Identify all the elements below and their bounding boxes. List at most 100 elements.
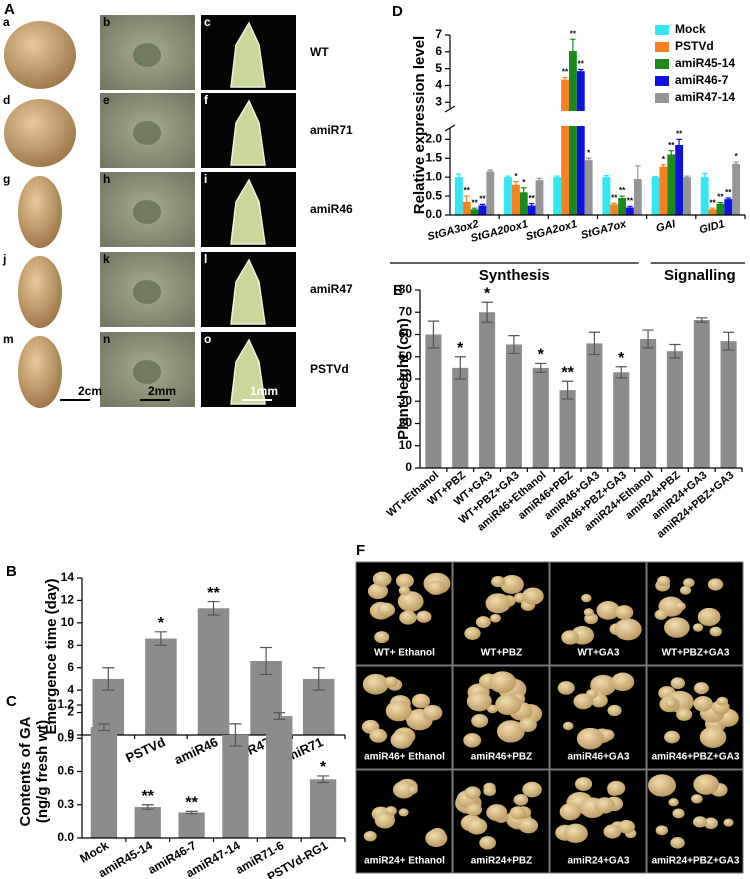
tuber bbox=[407, 786, 418, 795]
sprout bbox=[230, 258, 266, 325]
tuber bbox=[500, 574, 524, 594]
tuber bbox=[691, 794, 703, 804]
row-label: WT bbox=[310, 45, 329, 59]
bar bbox=[486, 171, 495, 215]
bar bbox=[134, 806, 161, 838]
photo-letter: m bbox=[3, 332, 14, 346]
tuber bbox=[672, 808, 685, 819]
bar bbox=[651, 177, 660, 215]
error-bar bbox=[154, 631, 167, 646]
bar bbox=[666, 351, 683, 468]
row-label: amiR71 bbox=[310, 123, 353, 137]
tuber bbox=[518, 817, 539, 834]
tuber bbox=[670, 677, 686, 689]
tuber bbox=[18, 336, 62, 408]
photo-label: amiR46+PBZ bbox=[471, 752, 532, 763]
error-bar bbox=[481, 301, 493, 323]
bar bbox=[576, 71, 585, 215]
error-bar bbox=[668, 150, 675, 159]
bar bbox=[584, 160, 593, 215]
error-bar bbox=[207, 600, 220, 616]
bar bbox=[716, 203, 725, 215]
tuber bbox=[559, 803, 581, 821]
tuber bbox=[426, 580, 445, 595]
tuber bbox=[647, 774, 676, 797]
tuber bbox=[466, 817, 488, 835]
photo-label: WT+ Ethanol bbox=[374, 648, 435, 659]
bar bbox=[610, 204, 619, 215]
significance: ** bbox=[562, 68, 569, 77]
bar bbox=[527, 205, 536, 215]
photo-label: amiR46+GA3 bbox=[568, 752, 630, 763]
legend-swatch bbox=[655, 76, 669, 86]
bar bbox=[618, 197, 627, 215]
significance: ** bbox=[561, 364, 574, 381]
y-tick-label: 12 bbox=[61, 593, 75, 607]
bar bbox=[693, 320, 710, 468]
scale-bar-label: 1mm bbox=[250, 384, 278, 398]
y-tick-label: 6 bbox=[435, 44, 442, 58]
tuber bbox=[683, 578, 695, 588]
y-tick-label: 0 bbox=[67, 727, 74, 741]
y-tick-label: 3 bbox=[435, 94, 442, 108]
row-label: amiR47 bbox=[310, 282, 353, 296]
tuber bbox=[583, 608, 594, 617]
tuber bbox=[703, 817, 719, 830]
tuber bbox=[491, 575, 506, 588]
tuber bbox=[716, 696, 729, 706]
scale-bar-label: 2mm bbox=[148, 384, 176, 398]
y-tick-label: 0.9 bbox=[57, 730, 74, 744]
tuber bbox=[390, 731, 413, 749]
y-tick-label: 0 bbox=[405, 460, 412, 474]
error-bar bbox=[619, 195, 625, 201]
tuber bbox=[607, 780, 626, 796]
y-tick-label: 50 bbox=[399, 349, 413, 363]
y-tick-label: 40 bbox=[399, 371, 413, 385]
tuber bbox=[603, 824, 622, 839]
x-tick-label: StGA2ox1 bbox=[525, 218, 579, 243]
tuber bbox=[699, 726, 727, 748]
legend-swatch bbox=[655, 93, 669, 103]
photo-letter: d bbox=[3, 93, 10, 107]
tuber bbox=[363, 830, 377, 842]
break-mark bbox=[444, 124, 456, 132]
y-axis-label: Contents of GA bbox=[17, 716, 34, 826]
bar bbox=[505, 344, 522, 468]
photo-label: amiR24+PBZ bbox=[471, 856, 532, 867]
tuber bbox=[466, 691, 492, 712]
significance: * bbox=[587, 148, 591, 157]
photo bbox=[452, 665, 550, 770]
significance: ** bbox=[611, 193, 618, 202]
error-bar bbox=[585, 157, 592, 163]
sprout bbox=[230, 338, 266, 405]
panel-label: B bbox=[6, 563, 17, 580]
bar bbox=[535, 180, 544, 215]
bar bbox=[462, 201, 471, 215]
error-bar bbox=[554, 175, 560, 179]
tuber bbox=[522, 781, 542, 798]
legend-label: amiR47-14 bbox=[675, 90, 735, 104]
error-bar bbox=[669, 343, 681, 359]
y-tick-label: 4 bbox=[435, 78, 442, 92]
legend-swatch bbox=[655, 25, 669, 35]
error-bar bbox=[97, 723, 110, 732]
legend-swatch bbox=[655, 59, 669, 69]
error-bar bbox=[561, 380, 574, 400]
error-bar bbox=[520, 187, 527, 198]
photo-letter: f bbox=[204, 93, 209, 107]
tuber bbox=[385, 806, 397, 816]
significance: ** bbox=[725, 188, 732, 197]
error-bar bbox=[635, 165, 641, 193]
y-tick-label: 1.2 bbox=[57, 697, 74, 711]
bud bbox=[133, 360, 161, 384]
tuber bbox=[398, 808, 409, 817]
tuber bbox=[513, 794, 529, 806]
significance: ** bbox=[471, 198, 478, 207]
bar bbox=[222, 734, 249, 838]
legend-label: amiR46-7 bbox=[675, 73, 729, 87]
bar bbox=[553, 177, 562, 215]
legend-label: amiR45-14 bbox=[675, 56, 735, 70]
significance: * bbox=[735, 152, 739, 161]
panel-label: D bbox=[392, 3, 403, 20]
tuber bbox=[425, 829, 448, 848]
